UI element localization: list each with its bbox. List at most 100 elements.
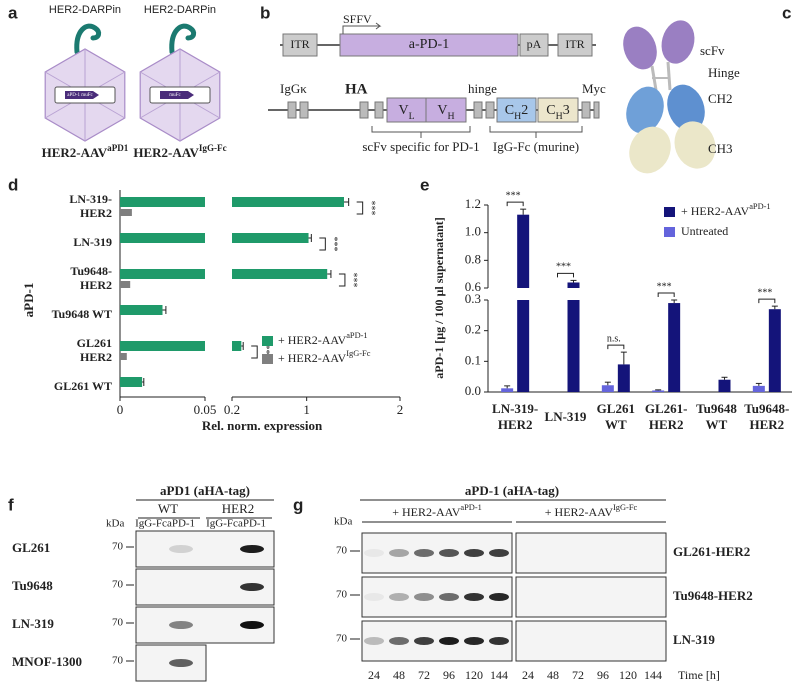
marker-label: 70: [112, 579, 124, 591]
y-tick-label: 1.0: [465, 224, 481, 239]
time-label: 48: [547, 668, 559, 682]
vector-name-main: HER2-AAV: [133, 145, 199, 160]
vector-name-main: HER2-AAV: [42, 145, 108, 160]
x-tick-label: 0: [117, 402, 124, 417]
band: [364, 549, 384, 557]
category-label: GL261-HER2: [645, 401, 688, 432]
marker-label: 70: [336, 589, 348, 601]
marker-label: 70: [336, 633, 348, 645]
band: [240, 583, 264, 591]
band: [389, 593, 409, 601]
bar: [120, 305, 163, 315]
vector-name-sup: IgG-Fc: [199, 143, 227, 153]
legend-swatch: [664, 227, 675, 237]
domain-sub: L: [409, 111, 415, 122]
domain: [386, 97, 427, 123]
significance-label: n.s.: [607, 333, 621, 344]
category-label: GL261 HER2: [77, 336, 112, 364]
category-label-line: GL261: [597, 401, 635, 416]
small-element: [359, 101, 369, 119]
y-tick-label: 0.2: [465, 322, 481, 337]
category-label-line: LN-319: [73, 235, 112, 249]
vector-name: HER2-AAVIgG-Fc: [133, 143, 226, 160]
small-element: [593, 101, 600, 119]
category-label-line: HER2: [80, 278, 112, 292]
group-label-main: + HER2-AAV: [392, 505, 461, 519]
x-tick-label: 1: [303, 402, 310, 417]
band: [240, 545, 264, 553]
marker-label: 70: [112, 541, 124, 553]
legend-label-main: + HER2-AAV: [278, 351, 347, 365]
darpin: [74, 23, 102, 55]
band: [439, 549, 459, 557]
category-label-line: GL261-: [645, 401, 688, 416]
band: [364, 637, 384, 645]
time-label: 48: [393, 668, 405, 682]
category-label: GL261 WT: [54, 379, 112, 393]
time-label: 120: [619, 668, 637, 682]
band: [489, 549, 509, 557]
small-element: [581, 101, 591, 119]
legend-label: + HER2-AAVaPD-1: [681, 202, 771, 217]
domain: [496, 97, 537, 123]
y-tick-label: 0.1: [465, 352, 481, 367]
bar: [567, 282, 580, 288]
group-label-main: + HER2-AAV: [545, 505, 614, 519]
category-label-line: WT: [706, 417, 728, 432]
domain-suffix: 3: [563, 103, 570, 118]
significance-bracket: [758, 298, 776, 304]
y-tick-label: 0.0: [465, 383, 481, 398]
domain: [537, 97, 579, 123]
legend-label-sup: IgG-Fc: [346, 349, 370, 358]
domain: [425, 97, 467, 123]
bar: [601, 385, 614, 392]
significance-bracket: [251, 345, 258, 359]
scfv: [661, 20, 695, 64]
panel-label: e: [420, 175, 429, 194]
size-unit: kDa: [334, 516, 352, 528]
bar: [120, 269, 205, 279]
significance-label: ***: [348, 273, 359, 288]
promoter-label: SFFV: [343, 12, 372, 26]
row-label: GL261: [12, 540, 50, 555]
time-label: 72: [572, 668, 584, 682]
part-label: CH3: [708, 141, 733, 156]
time-label: 120: [465, 668, 483, 682]
insert-arrow: [160, 91, 194, 99]
band: [414, 593, 434, 601]
lane-label: aPD-1: [167, 518, 195, 530]
category-label-line: Tu9648-: [70, 264, 112, 278]
group-label-sup: IgG-Fc: [613, 503, 637, 512]
tag2-label: Myc: [582, 81, 606, 96]
time-axis-label: Time [h]: [678, 668, 720, 682]
band: [389, 549, 409, 557]
domain-sub: H: [448, 111, 455, 122]
category-label: LN-319: [73, 235, 112, 249]
band: [389, 637, 409, 645]
time-label: 144: [490, 668, 508, 682]
category-label: GL261 WT: [597, 401, 635, 432]
bar: [567, 300, 580, 392]
category-label-line: HER2: [749, 417, 784, 432]
category-label: LN-319-HER2: [69, 192, 112, 220]
legend-label: Untreated: [681, 224, 728, 238]
ch2: [626, 86, 664, 134]
time-label: 144: [644, 668, 662, 682]
hinge-label: hinge: [468, 81, 497, 96]
vector-element-label: pA: [527, 37, 542, 51]
band: [464, 549, 484, 557]
bar: [517, 300, 530, 392]
bar: [120, 353, 127, 360]
vector-element: [282, 33, 318, 57]
domain-label: VL: [398, 103, 414, 122]
band: [439, 593, 459, 601]
bar: [768, 309, 781, 392]
row-label: Tu9648-HER2: [673, 588, 753, 603]
bracket: [371, 126, 471, 138]
lane-label: IgG-Fc: [135, 518, 167, 530]
bar: [232, 341, 242, 351]
part-label: Hinge: [708, 65, 740, 80]
band: [464, 593, 484, 601]
category-label-line: HER2: [80, 206, 112, 220]
